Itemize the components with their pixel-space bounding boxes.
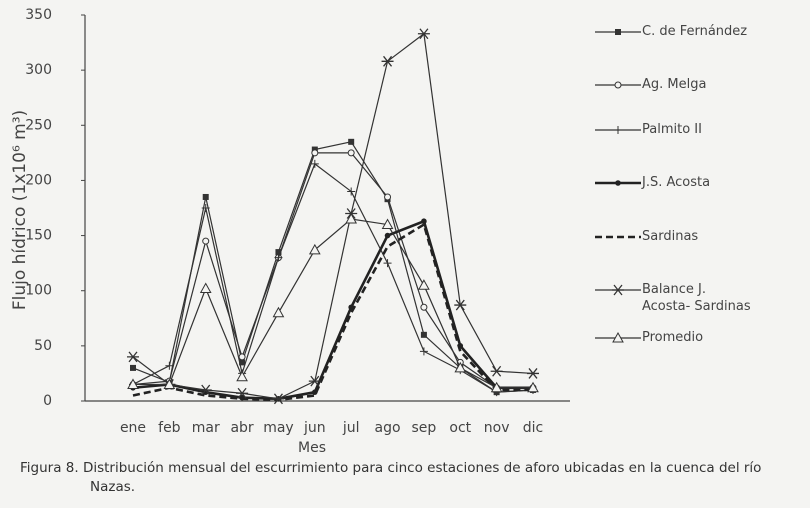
- marker: [417, 28, 430, 40]
- y-tick-label: 50: [34, 338, 52, 354]
- series-line: [133, 218, 533, 389]
- series-line: [132, 152, 533, 389]
- marker: [345, 212, 358, 224]
- x-axis-title: Mes: [298, 440, 326, 455]
- marker: [615, 29, 621, 35]
- marker: [347, 149, 355, 157]
- marker: [615, 180, 621, 186]
- y-tick-label: 350: [25, 7, 52, 23]
- y-tick-label: 0: [43, 393, 52, 409]
- marker: [238, 353, 246, 361]
- x-tick-label: ago: [375, 420, 401, 436]
- marker: [308, 375, 321, 387]
- marker: [384, 232, 391, 239]
- marker: [381, 55, 394, 67]
- marker: [614, 126, 622, 134]
- y-tick-label: 150: [25, 228, 52, 244]
- caption: Figura 8. Distribución mensual del escur…: [20, 460, 762, 495]
- marker: [383, 259, 392, 268]
- marker: [490, 381, 503, 393]
- x-tick-label: sep: [412, 420, 437, 436]
- marker: [348, 138, 355, 145]
- y-tick-label: 300: [25, 62, 52, 78]
- marker: [239, 359, 246, 366]
- marker: [454, 361, 467, 373]
- chart: Flujo hídrico (1x10⁶ m³) Mes 0 50 100 150 20…: [10, 7, 641, 455]
- legend-label: J.S. Acosta: [642, 175, 711, 190]
- marker: [420, 303, 428, 311]
- series-line: [132, 219, 533, 401]
- marker: [384, 193, 392, 201]
- marker: [272, 393, 285, 405]
- x-tick-label: abr: [230, 420, 253, 436]
- marker: [199, 384, 212, 396]
- marker: [347, 187, 356, 196]
- series-line: [132, 141, 534, 393]
- x-tick-label: jun: [303, 420, 326, 436]
- y-axis-title: Flujo hídrico (1x10⁶ m³): [10, 110, 30, 310]
- marker: [274, 253, 283, 262]
- marker: [202, 193, 209, 200]
- legend-label: Palmito II: [642, 122, 702, 137]
- marker: [454, 299, 467, 311]
- marker: [527, 381, 539, 393]
- x-tick-label: dic: [523, 420, 543, 436]
- marker: [612, 331, 624, 343]
- series-line: [132, 32, 534, 400]
- marker: [130, 364, 136, 371]
- marker: [163, 378, 176, 389]
- marker: [418, 279, 430, 290]
- marker: [419, 347, 428, 356]
- x-tick-label: mar: [192, 420, 220, 436]
- legend-label: Sardinas: [642, 229, 699, 244]
- marker: [381, 218, 394, 230]
- legend-label: Balance J. Acosta- Sardinas: [642, 282, 751, 314]
- y-tick-label: 200: [25, 172, 52, 188]
- x-tick-label: oct: [449, 420, 471, 436]
- marker: [311, 149, 319, 157]
- marker: [308, 243, 321, 255]
- marker: [420, 331, 427, 338]
- y-tick-label: 250: [25, 117, 52, 133]
- x-tick-label: ene: [120, 420, 146, 436]
- series-line: [132, 222, 533, 402]
- marker: [127, 378, 139, 389]
- x-tick-label: feb: [158, 420, 181, 436]
- marker: [165, 361, 174, 370]
- marker: [201, 204, 210, 212]
- marker: [612, 284, 624, 296]
- y-tick-label: 100: [25, 283, 52, 299]
- marker: [614, 81, 622, 89]
- marker: [202, 237, 210, 245]
- marker: [272, 306, 285, 318]
- series-line: [132, 162, 534, 393]
- x-tick-label: jul: [342, 420, 360, 436]
- marker: [421, 218, 427, 225]
- marker: [236, 370, 248, 382]
- marker: [275, 249, 282, 256]
- legend-label: Ag. Melga: [642, 77, 707, 92]
- marker: [490, 365, 503, 377]
- x-tick-label: nov: [484, 420, 510, 436]
- marker: [236, 387, 249, 399]
- marker: [310, 159, 319, 168]
- marker: [199, 282, 212, 294]
- legend-label: C. de Fernández: [642, 24, 748, 39]
- marker: [527, 368, 539, 379]
- x-tick-label: may: [263, 420, 294, 436]
- legend-label: Promedio: [642, 330, 704, 345]
- marker: [127, 351, 139, 363]
